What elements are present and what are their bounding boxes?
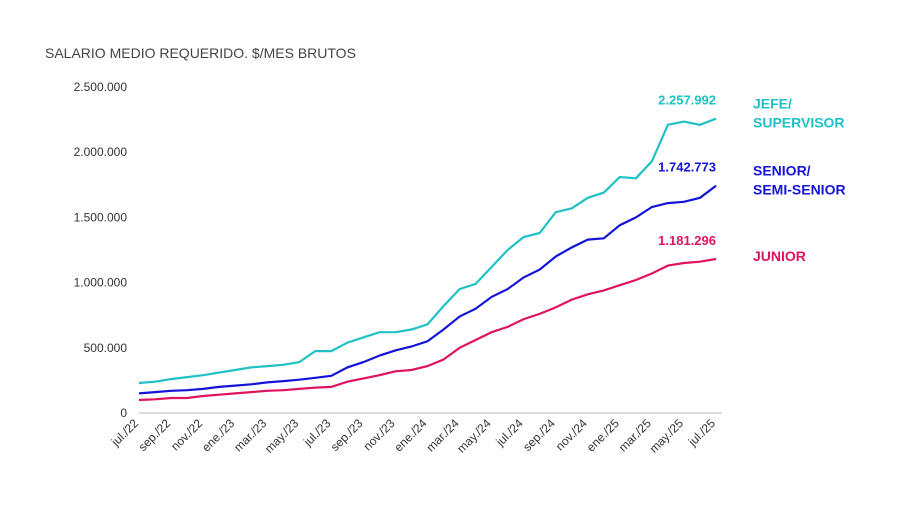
legend-label-line: JEFE/ xyxy=(753,96,792,112)
legend-label-line: SEMI-SENIOR xyxy=(753,182,846,198)
x-tick-label: ene./25 xyxy=(584,416,622,454)
x-tick-label: sep./24 xyxy=(520,416,558,454)
series-line xyxy=(138,257,717,402)
legend-label-line: SUPERVISOR xyxy=(753,115,845,131)
x-tick-label: nov./24 xyxy=(553,416,590,453)
x-tick-label: may./25 xyxy=(647,416,687,456)
y-tick-label: 1.500.000 xyxy=(74,210,128,224)
y-tick-label: 2.000.000 xyxy=(74,145,128,159)
legend-label: JEFE/SUPERVISOR xyxy=(753,96,845,131)
series-line xyxy=(138,184,717,395)
chart-title: SALARIO MEDIO REQUERIDO. $/MES BRUTOS xyxy=(45,45,356,61)
x-tick-label: may./24 xyxy=(454,416,494,456)
x-tick-label: jul./25 xyxy=(685,416,718,449)
value-label: 1.742.773 xyxy=(658,160,716,175)
legend-label: JUNIOR xyxy=(753,248,806,264)
y-tick-label: 500.000 xyxy=(84,341,128,355)
x-tick-label: nov./22 xyxy=(168,416,205,453)
y-tick-label: 0 xyxy=(120,406,127,420)
x-tick-label: ene./23 xyxy=(199,416,237,454)
value-label: 2.257.992 xyxy=(658,93,716,108)
y-tick-label: 2.500.000 xyxy=(74,80,128,94)
x-tick-label: nov./23 xyxy=(360,416,397,453)
x-tick-label: ene./24 xyxy=(391,416,429,454)
y-tick-label: 1.000.000 xyxy=(74,276,128,290)
x-tick-label: sep./22 xyxy=(135,416,173,454)
legend-label: SENIOR/SEMI-SENIOR xyxy=(753,163,846,198)
x-tick-label: sep./23 xyxy=(328,416,366,454)
value-label: 1.181.296 xyxy=(658,233,716,248)
series-line xyxy=(138,117,717,385)
x-tick-label: may./23 xyxy=(262,416,302,456)
legend-label-line: SENIOR/ xyxy=(753,163,811,179)
